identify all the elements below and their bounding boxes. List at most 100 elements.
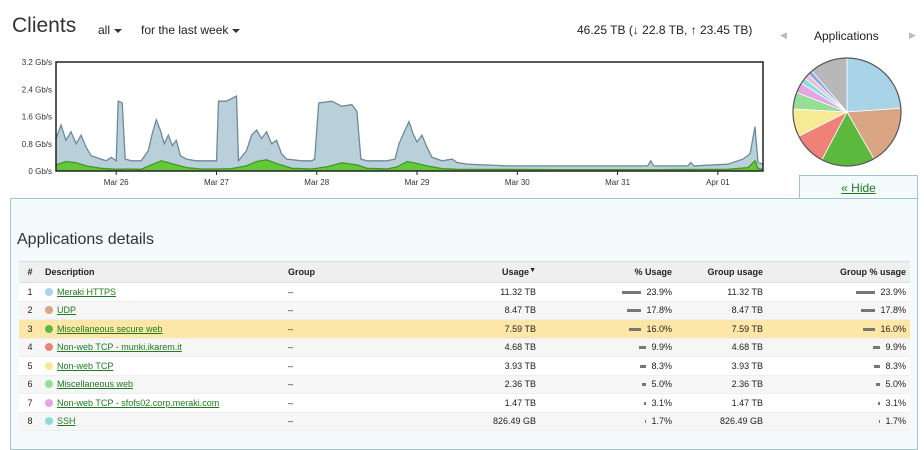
usage-bar — [639, 364, 647, 368]
row-description: UDP — [41, 301, 284, 320]
applications-table: # Description Group Usage▼ % Usage Group… — [19, 261, 910, 431]
app-color-dot — [45, 287, 53, 296]
col-group[interactable]: Group — [284, 261, 442, 283]
row-group-usage: 4.68 TB — [676, 338, 767, 357]
hide-link[interactable]: « Hide — [841, 181, 876, 195]
row-group-usage: 8.47 TB — [676, 301, 767, 320]
app-color-dot — [45, 324, 53, 333]
col-index[interactable]: # — [19, 261, 41, 283]
table-row[interactable]: 7 Non-web TCP - sfofs02.corp.meraki.com –1… — [19, 393, 910, 413]
row-group-usage: 11.32 TB — [676, 282, 767, 302]
row-pct-usage: 5.0% — [540, 375, 676, 394]
row-group-pct-usage: 17.8% — [767, 301, 910, 320]
x-tick-label: Mar 26 — [104, 178, 129, 187]
row-group-pct-text: 8.3% — [885, 360, 906, 371]
app-color-dot — [45, 306, 53, 315]
app-link[interactable]: Non-web TCP — [57, 360, 114, 371]
app-link[interactable]: UDP — [57, 305, 77, 316]
x-tick-label: Mar 30 — [505, 178, 530, 187]
row-group-pct-usage: 8.3% — [767, 356, 910, 376]
col-group-pct-usage[interactable]: Group % usage — [767, 261, 910, 283]
row-group-pct-text: 9.9% — [885, 342, 906, 353]
table-row[interactable]: 6 Miscellaneous web –2.36 TB 5.0% 2.36 TB 5.0… — [19, 375, 910, 394]
row-pct-usage: 8.3% — [540, 356, 676, 376]
row-group-pct-usage: 23.9% — [767, 282, 910, 302]
x-tick-label: Mar 29 — [405, 178, 430, 187]
row-usage: 8.47 TB — [442, 301, 540, 320]
row-description: Meraki HTTPS — [41, 282, 284, 302]
row-description: Non-web TCP - munki.ikarem.it — [41, 338, 284, 357]
plot-frame — [55, 61, 764, 172]
row-group-pct-usage: 16.0% — [767, 319, 910, 339]
app-link[interactable]: Non-web TCP - sfofs02.corp.meraki.com — [57, 397, 220, 408]
group-usage-bar — [856, 290, 876, 294]
row-pct-text: 3.1% — [651, 397, 672, 408]
app-link[interactable]: Miscellaneous web — [57, 379, 134, 390]
client-filter-dropdown[interactable]: all — [98, 23, 123, 37]
period-label: for the last week — [141, 23, 229, 37]
row-group: – — [284, 412, 442, 431]
row-group-usage: 7.59 TB — [676, 319, 767, 339]
row-pct-usage: 17.8% — [540, 301, 676, 320]
table-row[interactable]: 8 SSH –826.49 GB 1.7% 826.49 GB 1.7% — [19, 412, 910, 431]
usage-bar — [645, 420, 647, 424]
row-index: 8 — [19, 412, 41, 431]
series-line-1 — [55, 159, 764, 171]
table-row[interactable]: 3 Miscellaneous secure web –7.59 TB 16.0% 7.… — [19, 319, 910, 339]
row-group: – — [284, 282, 442, 302]
y-tick-label: 0.8 Gb/s — [22, 140, 52, 149]
row-index: 6 — [19, 375, 41, 394]
chevron-down-icon — [114, 28, 123, 33]
group-usage-bar — [873, 364, 881, 368]
row-description: Miscellaneous secure web — [41, 319, 284, 339]
row-index: 1 — [19, 282, 41, 302]
row-group: – — [284, 356, 442, 376]
table-row[interactable]: 4 Non-web TCP - munki.ikarem.it –4.68 TB 9.… — [19, 338, 910, 357]
app-color-dot — [45, 417, 53, 426]
app-color-dot — [45, 398, 53, 407]
row-group: – — [284, 375, 442, 394]
pie-outline — [792, 57, 902, 167]
traffic-chart: 3.2 Gb/s 2.4 Gb/s 1.6 Gb/s 0.8 Gb/s 0 Gb/s Ma… — [22, 58, 764, 187]
row-group-usage: 3.93 TB — [676, 356, 767, 376]
row-group-pct-text: 16.0% — [880, 323, 906, 334]
chevron-right-icon[interactable]: ▶ — [909, 30, 916, 40]
row-index: 2 — [19, 301, 41, 320]
series-area-1 — [56, 159, 763, 171]
table-row[interactable]: 2 UDP –8.47 TB 17.8% 8.47 TB 17.8% — [19, 301, 910, 320]
row-group-pct-usage: 1.7% — [767, 412, 910, 431]
row-usage: 7.59 TB — [442, 319, 540, 339]
row-group-pct-usage: 3.1% — [767, 393, 910, 413]
sort-desc-icon: ▼ — [529, 267, 536, 274]
row-pct-text: 5.0% — [651, 379, 672, 390]
row-pct-usage: 3.1% — [540, 393, 676, 413]
app-link[interactable]: Miscellaneous secure web — [57, 323, 163, 334]
row-group-usage: 826.49 GB — [676, 412, 767, 431]
col-group-usage[interactable]: Group usage — [676, 261, 767, 283]
col-pct-usage[interactable]: % Usage — [540, 261, 676, 283]
table-row[interactable]: 5 Non-web TCP –3.93 TB 8.3% 3.93 TB 8.3% — [19, 356, 910, 376]
row-group: – — [284, 319, 442, 339]
col-description[interactable]: Description — [41, 261, 284, 283]
pie-title: Applications — [814, 29, 879, 43]
usage-bar — [642, 383, 647, 387]
app-link[interactable]: Meraki HTTPS — [57, 286, 117, 297]
usage-bar — [627, 309, 642, 313]
table-row[interactable]: 1 Meraki HTTPS –11.32 TB 23.9% 11.32 TB 23.9% — [19, 282, 910, 302]
page-title: Clients — [12, 14, 77, 37]
row-group-pct-usage: 5.0% — [767, 375, 910, 394]
period-dropdown[interactable]: for the last week — [141, 23, 241, 37]
row-usage: 3.93 TB — [442, 356, 540, 376]
row-pct-text: 17.8% — [646, 305, 672, 316]
applications-pie-chart[interactable] — [791, 54, 903, 170]
col-usage[interactable]: Usage▼ — [442, 261, 540, 283]
app-link[interactable]: SSH — [57, 416, 76, 427]
chevron-left-icon[interactable]: ◀ — [780, 30, 787, 40]
row-description: Non-web TCP — [41, 356, 284, 376]
row-pct-usage: 1.7% — [540, 412, 676, 431]
app-link[interactable]: Non-web TCP - munki.ikarem.it — [57, 342, 182, 353]
usage-bar — [622, 290, 642, 294]
row-index: 7 — [19, 393, 41, 413]
group-usage-bar — [861, 309, 876, 313]
x-tick-label: Mar 28 — [304, 178, 329, 187]
